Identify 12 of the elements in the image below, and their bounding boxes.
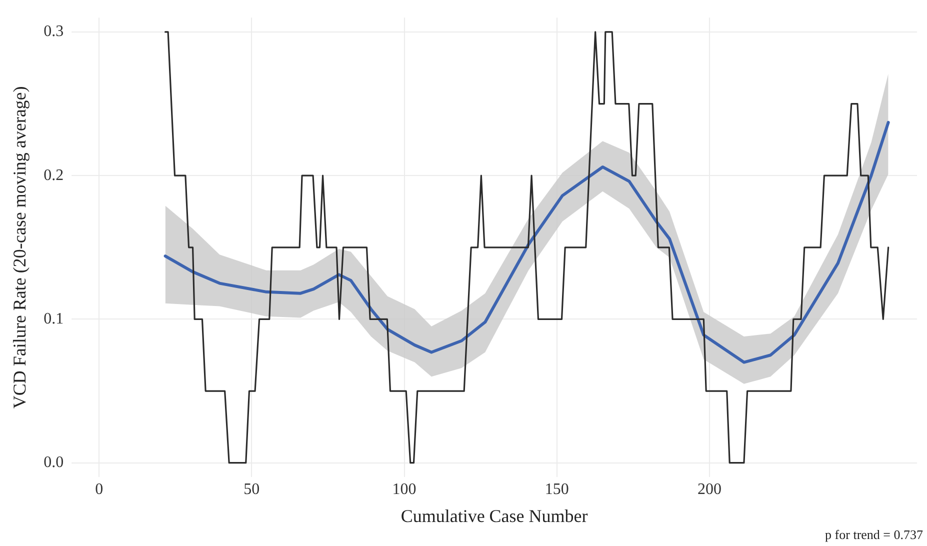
y-tick-label: 0.2 — [44, 166, 64, 184]
x-tick-label: 200 — [697, 481, 722, 498]
y-tick-label: 0.0 — [44, 454, 64, 472]
x-tick-label: 100 — [392, 481, 416, 498]
x-axis-title: Cumulative Case Number — [400, 506, 588, 526]
x-tick-label: 150 — [544, 481, 569, 498]
y-axis-title: VCD Failure Rate (20-case moving average) — [10, 86, 30, 409]
x-tick-label: 50 — [244, 481, 260, 498]
text: p for trend = 0.737 — [825, 526, 924, 542]
x-tick-label: 0 — [95, 481, 104, 498]
y-tick-label: 0.3 — [44, 23, 64, 40]
y-tick-label: 0.1 — [44, 310, 64, 328]
